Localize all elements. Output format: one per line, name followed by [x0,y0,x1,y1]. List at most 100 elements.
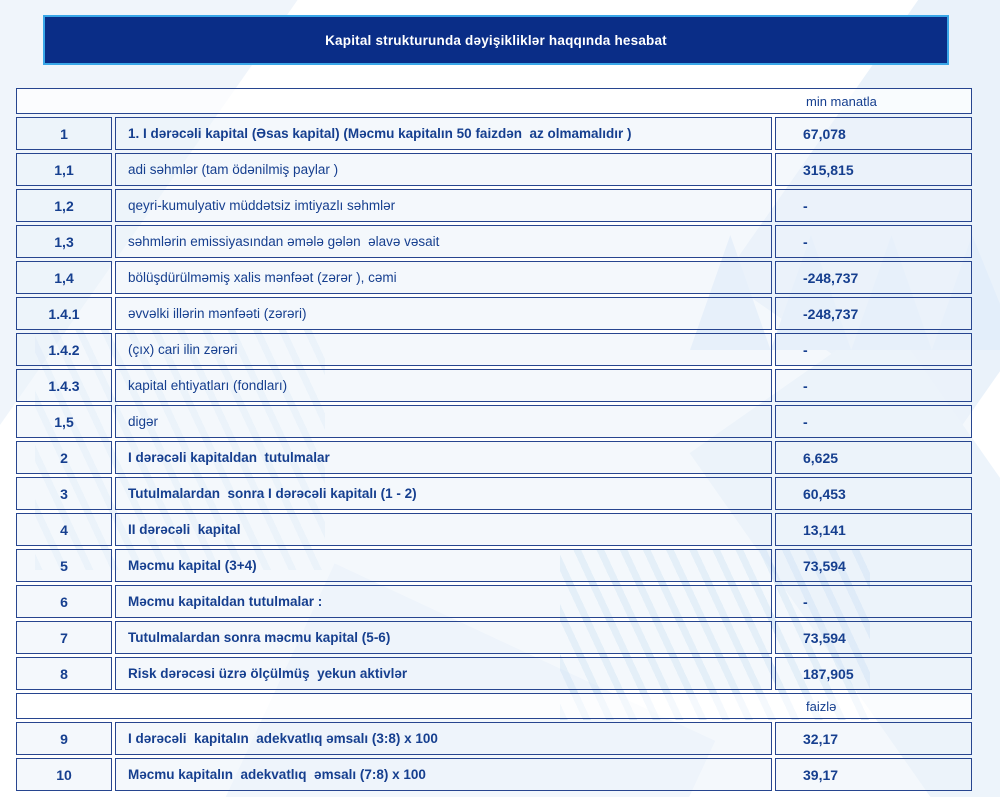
row-number-cell: 1,2 [16,189,112,222]
row-number: 2 [60,449,68,466]
row-number-cell: 9 [16,722,112,755]
row-value-cell: - [775,189,973,222]
row-number: 1.4.2 [48,341,80,358]
row-value-cell: 315,815 [775,153,973,186]
row-number-cell: 1,3 [16,225,112,258]
row-number-cell: 1.4.1 [16,297,112,330]
row-number-cell: 6 [16,585,112,618]
row-value: 73,594 [803,557,846,574]
capital-structure-table: min manatla 1 1. I dərəcəli kapital (Əsas … [13,85,975,794]
row-value: -248,737 [803,305,859,322]
row-number-cell: 3 [16,477,112,510]
row-label-cell: 1. I dərəcəli kapital (Əsas kapital) (Mə… [115,117,772,150]
unit-label: faizlə [806,698,837,714]
row-value-cell: 32,17 [775,722,973,755]
row-value: - [803,341,808,358]
row-number: 4 [60,521,68,538]
report-title: Kapital strukturunda dəyişikliklər haqqı… [325,32,667,48]
unit-row: faizlə [16,693,973,719]
unit-label-cell: min manatla [16,88,973,114]
row-value-cell: - [775,585,973,618]
table-row: 1.4.2 (çıx) cari ilin zərəri - [16,333,973,366]
row-number: 1,1 [54,161,74,178]
row-label-cell: Tutulmalardan sonra I dərəcəli kapitalı … [115,477,772,510]
row-label-cell: əvvəlki illərin mənfəəti (zərəri) [115,297,772,330]
row-number-cell: 1,4 [16,261,112,294]
row-value: 32,17 [803,730,839,747]
table-row: 7 Tutulmalardan sonra məcmu kapital (5-6)… [16,621,973,654]
row-number-cell: 7 [16,621,112,654]
row-label-cell: səhmlərin emissiyasından əmələ gələn əla… [115,225,772,258]
row-value-cell: 39,17 [775,758,973,791]
row-label-cell: Risk dərəcəsi üzrə ölçülmüş yekun aktivl… [115,657,772,690]
table-row: 9 I dərəcəli kapitalın adekvatlıq əmsalı … [16,722,973,755]
row-number-cell: 2 [16,441,112,474]
row-value-cell: 60,453 [775,477,973,510]
unit-label: min manatla [806,93,877,109]
row-value-cell: - [775,405,973,438]
row-label: əvvəlki illərin mənfəəti (zərəri) [128,306,307,321]
row-label-cell: bölüşdürülməmiş xalis mənfəət (zərər ), … [115,261,772,294]
row-label-cell: qeyri-kumulyativ müddətsiz imtiyazlı səh… [115,189,772,222]
table-row: 1.4.1 əvvəlki illərin mənfəəti (zərəri) -2… [16,297,973,330]
row-value-cell: - [775,369,973,402]
row-value: - [803,197,808,214]
row-label: bölüşdürülməmiş xalis mənfəət (zərər ), … [128,270,397,285]
row-value: -248,737 [803,269,859,286]
report-title-banner: Kapital strukturunda dəyişikliklər haqqı… [43,15,949,65]
row-label: (çıx) cari ilin zərəri [128,342,238,357]
row-value: 315,815 [803,161,854,178]
row-value: 67,078 [803,125,846,142]
row-value: 60,453 [803,485,846,502]
table-body: min manatla 1 1. I dərəcəli kapital (Əsas … [16,88,973,791]
row-number-cell: 4 [16,513,112,546]
row-number: 1,4 [54,269,74,286]
row-number: 1,2 [54,197,74,214]
row-value: 73,594 [803,629,846,646]
row-value-cell: 13,141 [775,513,973,546]
row-label-cell: (çıx) cari ilin zərəri [115,333,772,366]
row-number: 1,5 [54,413,74,430]
row-value: 6,625 [803,449,839,466]
row-label: 1. I dərəcəli kapital (Əsas kapital) (Mə… [128,126,632,141]
table-row: 1,3 səhmlərin emissiyasından əmələ gələn … [16,225,973,258]
row-label: Məcmu kapitalın adekvatlıq əmsalı (7:8) … [128,767,426,782]
table-row: 1,5 digər - [16,405,973,438]
table-row: 4 II dərəcəli kapital 13,141 [16,513,973,546]
row-number-cell: 5 [16,549,112,582]
row-number: 6 [60,593,68,610]
row-label: Tutulmalardan sonra məcmu kapital (5-6) [128,630,391,645]
row-value-cell: 67,078 [775,117,973,150]
row-label: Risk dərəcəsi üzrə ölçülmüş yekun aktivl… [128,666,408,681]
row-number: 5 [60,557,68,574]
row-value-cell: 73,594 [775,621,973,654]
row-value-cell: 73,594 [775,549,973,582]
table-row: 2 I dərəcəli kapitaldan tutulmalar 6,625 [16,441,973,474]
table-row: 3 Tutulmalardan sonra I dərəcəli kapitalı… [16,477,973,510]
row-number-cell: 1,5 [16,405,112,438]
row-number-cell: 8 [16,657,112,690]
row-label-cell: I dərəcəli kapitaldan tutulmalar [115,441,772,474]
row-value-cell: - [775,225,973,258]
row-number-cell: 1.4.3 [16,369,112,402]
row-label-cell: Məcmu kapitalın adekvatlıq əmsalı (7:8) … [115,758,772,791]
row-number-cell: 1.4.2 [16,333,112,366]
row-number: 8 [60,665,68,682]
row-label: qeyri-kumulyativ müddətsiz imtiyazlı səh… [128,198,396,213]
row-label-cell: I dərəcəli kapitalın adekvatlıq əmsalı (… [115,722,772,755]
row-label: I dərəcəli kapitaldan tutulmalar [128,450,330,465]
row-number: 1 [60,125,68,142]
table-row: 5 Məcmu kapital (3+4) 73,594 [16,549,973,582]
row-label-cell: Məcmu kapitaldan tutulmalar : [115,585,772,618]
row-value: 187,905 [803,665,854,682]
row-value: - [803,593,808,610]
table-row: 1,2 qeyri-kumulyativ müddətsiz imtiyazlı … [16,189,973,222]
table-row: 10 Məcmu kapitalın adekvatlıq əmsalı (7:8… [16,758,973,791]
row-value: 39,17 [803,766,839,783]
row-label-cell: Məcmu kapital (3+4) [115,549,772,582]
row-label: I dərəcəli kapitalın adekvatlıq əmsalı (… [128,731,438,746]
row-label: Tutulmalardan sonra I dərəcəli kapitalı … [128,486,417,501]
row-number-cell: 1 [16,117,112,150]
row-label: Məcmu kapitaldan tutulmalar : [128,594,323,609]
unit-label-cell: faizlə [16,693,973,719]
